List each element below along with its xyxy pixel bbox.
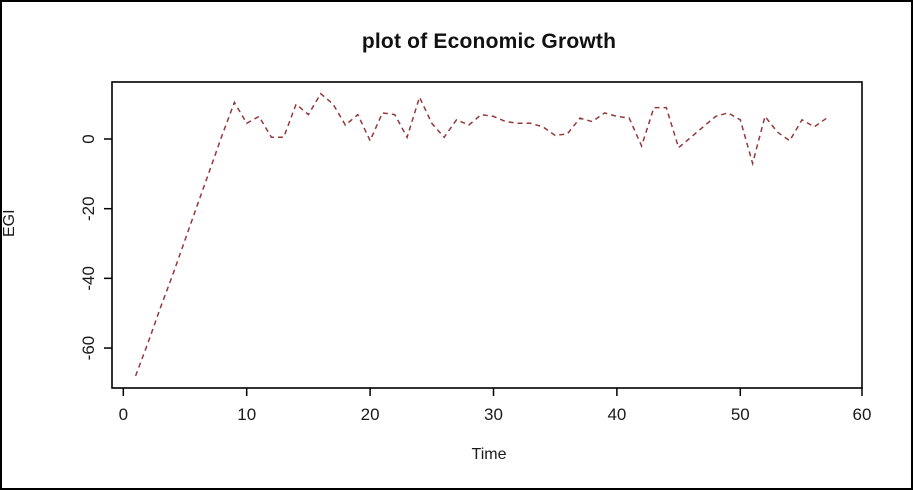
- plot-box: [111, 81, 863, 389]
- y-tick-label: 0: [79, 134, 98, 143]
- x-tick-label: 10: [237, 405, 256, 424]
- x-tick-label: 30: [484, 405, 503, 424]
- x-tick-label: 50: [731, 405, 750, 424]
- y-axis-label: EGI: [1, 209, 18, 237]
- x-tick-label: 60: [853, 405, 872, 424]
- chart-title: plot of Economic Growth: [361, 30, 617, 53]
- y-tick-label: -60: [79, 336, 98, 361]
- x-tick-label: 20: [361, 405, 380, 424]
- y-tick-label: -40: [79, 266, 98, 291]
- x-tick-label: 0: [119, 405, 128, 424]
- x-axis-label: Time: [471, 446, 507, 463]
- y-tick-label: -20: [79, 196, 98, 221]
- data-series-line: [134, 92, 828, 377]
- x-tick-label: 40: [607, 405, 626, 424]
